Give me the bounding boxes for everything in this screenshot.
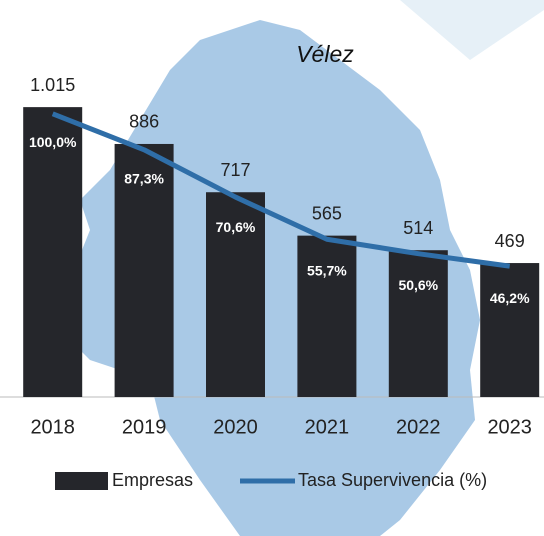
legend-swatch [55,472,108,490]
bar [388,250,448,397]
bar [206,192,265,397]
bar [480,263,540,397]
line [51,111,511,269]
legend-label: Empresas [112,470,193,490]
chart-title: Vélez [296,41,354,67]
bar [114,143,174,397]
legend-label: Tasa Supervivencia (%) [298,470,487,490]
data-label: 70,6% [216,219,256,235]
x-tick-label: 2021 [305,416,350,438]
data-label: 46,2% [490,290,530,306]
data-label: 87,3% [124,171,164,187]
x-tick-label: 2022 [396,416,441,438]
data-label: 469 [495,231,525,251]
data-label: 1.015 [30,75,75,95]
legend: Empresas Tasa Supervivencia (%) [55,470,487,490]
x-tick-label: 2023 [487,416,532,438]
data-label: 50,6% [398,277,438,293]
data-label: 514 [403,218,433,238]
data-label: 55,7% [307,262,347,278]
data-label: 565 [312,203,342,223]
x-tick-label: 2018 [30,416,75,438]
background-diamond [400,0,544,60]
bar [23,107,83,398]
data-label: 717 [220,160,250,180]
x-tick-label: 2020 [213,416,258,438]
x-tick-label: 2019 [122,416,167,438]
bar [297,235,357,397]
data-label: 886 [129,112,159,132]
data-label: 100,0% [29,134,77,150]
